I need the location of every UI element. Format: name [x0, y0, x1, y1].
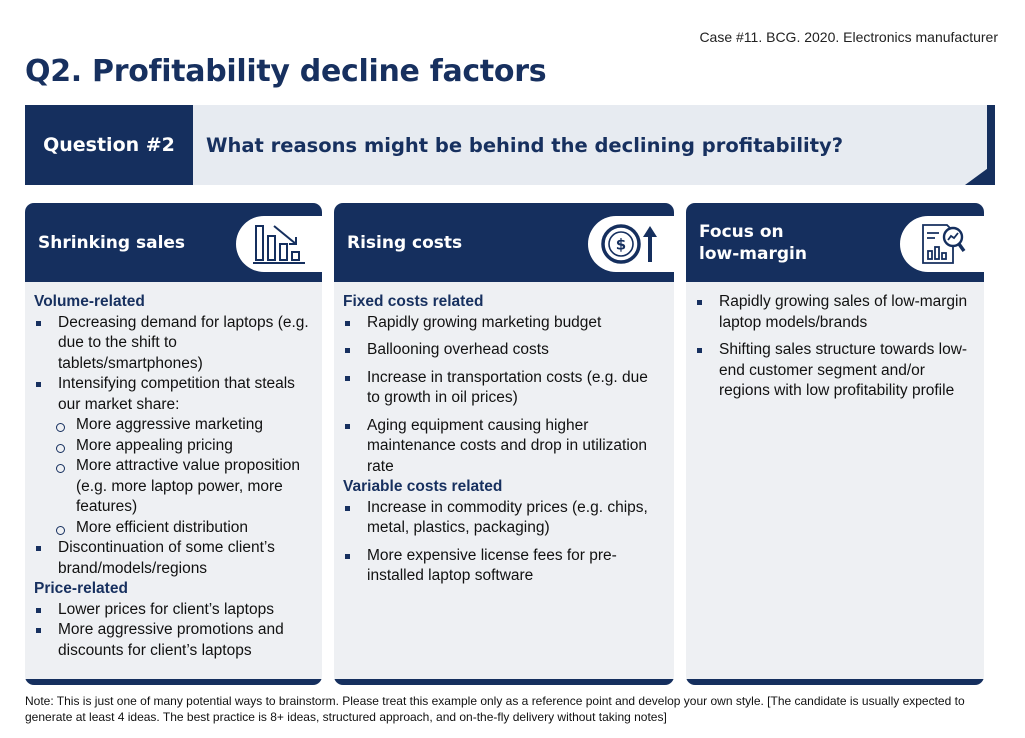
list-item: Ballooning overhead costs	[343, 340, 662, 361]
card-body: Fixed costs related Rapidly growing mark…	[334, 282, 674, 679]
icon-badge	[236, 216, 322, 272]
question-bar-accent	[987, 105, 995, 185]
declining-bar-chart-icon	[253, 225, 305, 264]
question-label: Question #2	[25, 105, 193, 185]
list-item: Shifting sales structure towards low-end…	[695, 340, 972, 402]
card-header: Focus on low-margin	[686, 203, 984, 282]
list-item: Discontinuation of some client’s brand/m…	[34, 538, 310, 579]
bullet-list: Lower prices for client’s laptops More a…	[34, 600, 310, 662]
card-focus-low-margin: Focus on low-margin Rapidly growing sale…	[686, 203, 984, 685]
card-title: Shrinking sales	[38, 232, 186, 253]
bullet-list: Rapidly growing marketing budget Balloon…	[343, 313, 662, 478]
list-item: Decreasing demand for laptops (e.g. due …	[34, 313, 310, 375]
card-body: Rapidly growing sales of low-margin lapt…	[686, 282, 984, 679]
bullet-list: Rapidly growing sales of low-margin lapt…	[695, 292, 972, 402]
case-reference: Case #11. BCG. 2020. Electronics manufac…	[699, 29, 998, 45]
bullet-list: Decreasing demand for laptops (e.g. due …	[34, 313, 310, 580]
list-item: Lower prices for client’s laptops	[34, 600, 310, 621]
sub-list-item: More attractive value proposition (e.g. …	[34, 456, 310, 518]
question-bar: Question #2 What reasons might be behind…	[25, 105, 995, 185]
list-item: More aggressive promotions and discounts…	[34, 620, 310, 661]
section-heading: Price-related	[34, 580, 128, 597]
icon-badge	[900, 216, 984, 272]
card-header: Shrinking sales	[25, 203, 322, 282]
list-item: Aging equipment causing higher maintenan…	[343, 416, 662, 478]
report-magnifier-icon	[922, 224, 966, 264]
list-item: Increase in commodity prices (e.g. chips…	[343, 498, 662, 539]
sub-list-item: More aggressive marketing	[34, 415, 310, 436]
section-heading: Fixed costs related	[343, 293, 484, 310]
list-item-text: Intensifying competition that steals our…	[58, 375, 295, 413]
section-heading: Variable costs related	[343, 478, 503, 495]
dollar-coin-up-arrow-icon: $	[601, 224, 657, 264]
page-title: Q2. Profitability decline factors	[25, 54, 547, 89]
question-bar-corner	[965, 163, 995, 185]
list-item: Rapidly growing marketing budget	[343, 313, 662, 334]
list-item: Increase in transportation costs (e.g. d…	[343, 368, 662, 409]
svg-text:$: $	[616, 236, 626, 254]
list-item: More expensive license fees for pre-inst…	[343, 546, 662, 587]
card-title: Rising costs	[347, 232, 463, 253]
icon-badge: $	[588, 216, 674, 272]
list-item: Intensifying competition that steals our…	[34, 374, 310, 538]
card-title-line: Focus on	[699, 221, 784, 242]
bullet-list: Increase in commodity prices (e.g. chips…	[343, 498, 662, 587]
card-header: Rising costs $	[334, 203, 674, 282]
question-text: What reasons might be behind the declini…	[206, 133, 844, 157]
sub-list: More aggressive marketing More appealing…	[34, 415, 310, 538]
sub-list-item: More appealing pricing	[34, 436, 310, 457]
sub-list-item: More efficient distribution	[34, 518, 310, 539]
card-title: Focus on low-margin	[699, 203, 807, 282]
section-heading: Volume-related	[34, 293, 145, 310]
card-title-line: low-margin	[699, 243, 807, 264]
list-item: Rapidly growing sales of low-margin lapt…	[695, 292, 972, 333]
card-shrinking-sales: Shrinking sales Volume-related Decreasin…	[25, 203, 322, 685]
footnote: Note: This is just one of many potential…	[25, 694, 965, 724]
card-body: Volume-related Decreasing demand for lap…	[25, 282, 322, 679]
card-rising-costs: Rising costs $ Fixed costs related Rapid…	[334, 203, 674, 685]
